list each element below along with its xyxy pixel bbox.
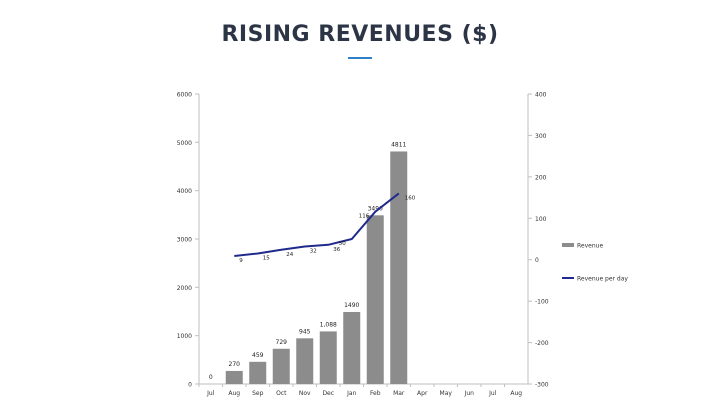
x-tick-label: Dec	[322, 390, 334, 397]
left-tick-label: 2000	[177, 285, 192, 292]
revenue-data-label: 0	[209, 374, 213, 381]
revenue-per-day-data-label: 32	[310, 248, 317, 254]
x-tick-label: Oct	[276, 390, 287, 397]
left-tick-label: 3000	[177, 237, 192, 244]
left-tick-label: 0	[188, 382, 192, 389]
revenue-data-label: 270	[229, 361, 241, 368]
legend-label-revenue: Revenue	[577, 243, 603, 250]
x-tick-label: May	[440, 390, 453, 397]
revenue-per-day-data-label: 50	[339, 241, 346, 247]
revenue-data-label: 4811	[391, 141, 406, 148]
revenue-data-label: 3490	[368, 205, 383, 212]
right-tick-label: 200	[535, 174, 547, 181]
left-tick-label: 5000	[177, 140, 192, 147]
revenue-data-label: 945	[299, 328, 311, 335]
revenue-bar	[366, 215, 384, 384]
revenue-data-label: 1,088	[320, 321, 337, 328]
left-tick-label: 6000	[177, 92, 192, 99]
x-tick-label: Aug	[510, 390, 522, 397]
revenue-per-day-data-label: 9	[239, 258, 243, 264]
left-tick-label: 1000	[177, 333, 192, 340]
revenue-bar	[249, 361, 267, 384]
revenue-data-label: 729	[276, 339, 288, 346]
revenue-per-day-data-label: 116	[359, 214, 370, 220]
revenue-bar	[319, 331, 337, 384]
right-tick-label: 300	[535, 133, 547, 140]
legend-swatch-revenue	[562, 243, 574, 247]
right-tick-label: -200	[535, 340, 549, 347]
legend-label-revenue-per-day: Revenue per day	[577, 276, 628, 283]
right-tick-label: -300	[535, 382, 549, 389]
revenue-per-day-data-label: 15	[263, 256, 270, 262]
revenue-bar	[390, 151, 408, 384]
title-underline	[348, 57, 372, 59]
revenue-data-label: 459	[252, 352, 264, 359]
x-tick-label: Jul	[206, 390, 215, 397]
revenue-bar	[296, 338, 314, 384]
revenue-per-day-data-label: 160	[405, 195, 416, 201]
right-tick-label: -100	[535, 299, 549, 306]
revenue-bar	[272, 348, 290, 384]
slide-title: RISING REVENUES ($)	[221, 22, 499, 47]
x-tick-label: Apr	[417, 390, 428, 397]
right-tick-label: 400	[535, 92, 547, 99]
revenue-per-day-data-label: 36	[333, 247, 340, 253]
x-tick-label: Mar	[393, 390, 405, 397]
revenue-bar	[343, 311, 361, 384]
x-tick-label: Jun	[464, 390, 475, 397]
x-tick-label: Sep	[252, 390, 264, 397]
right-tick-label: 0	[535, 257, 539, 264]
x-tick-label: Aug	[228, 390, 240, 397]
x-tick-label: Feb	[370, 390, 381, 397]
x-tick-label: Jul	[488, 390, 497, 397]
revenue-per-day-data-label: 24	[286, 252, 293, 258]
right-tick-label: 100	[535, 216, 547, 223]
revenue-bar	[225, 370, 243, 384]
revenue-per-day-line	[234, 192, 400, 257]
x-tick-label: Nov	[299, 390, 311, 397]
x-tick-label: Jan	[346, 390, 356, 397]
revenue-data-label: 1490	[344, 302, 359, 309]
left-tick-label: 4000	[177, 188, 192, 195]
